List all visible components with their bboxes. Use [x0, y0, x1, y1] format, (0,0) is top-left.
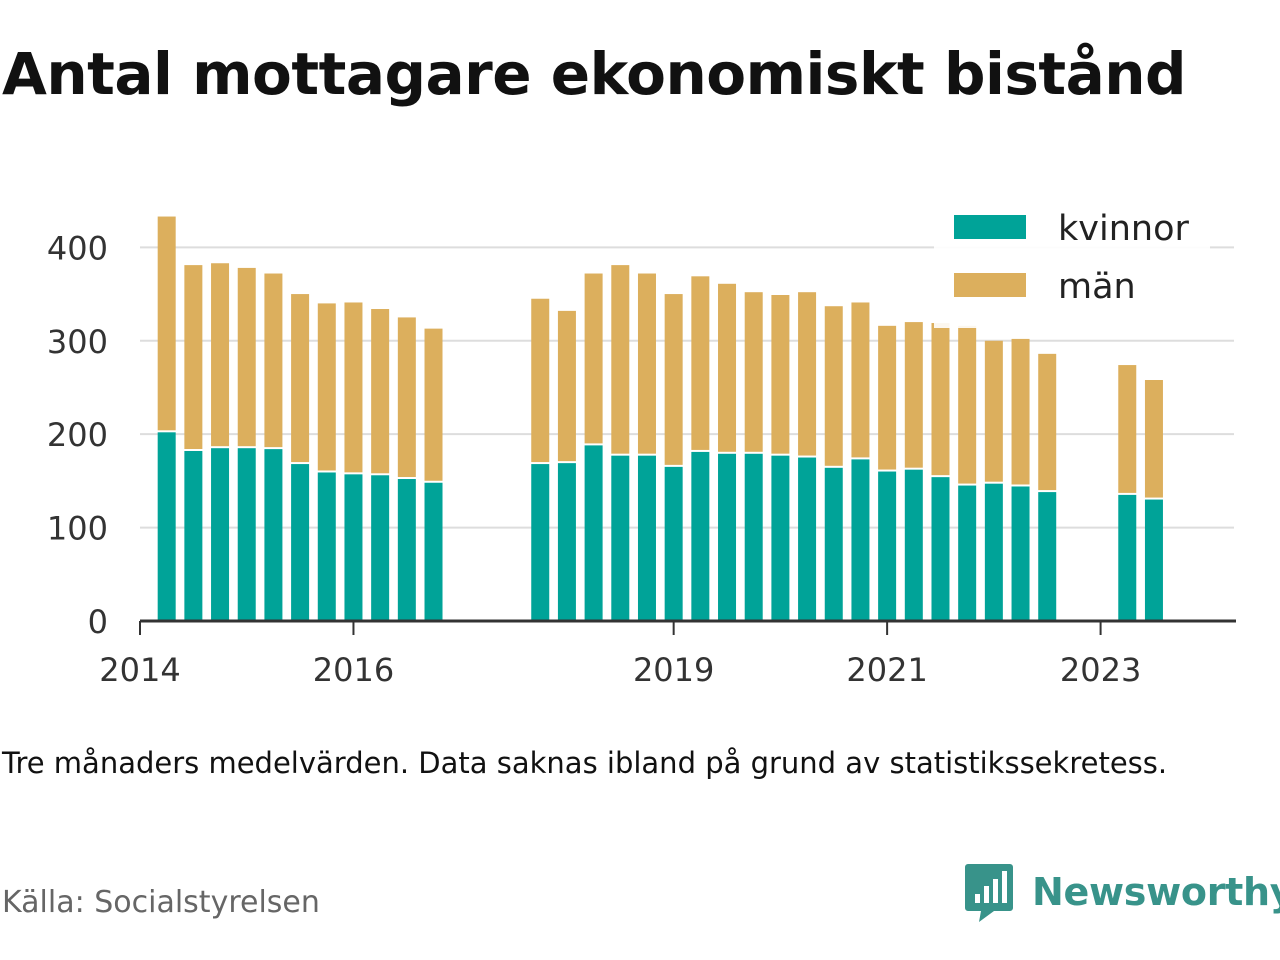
bar-kvinnor: [931, 477, 950, 621]
bar-man: [317, 303, 336, 471]
bar-kvinnor: [904, 469, 923, 621]
bar-man: [637, 273, 656, 454]
bar-kvinnor: [397, 479, 416, 621]
bar-kvinnor: [1118, 494, 1137, 621]
bar-man: [878, 325, 897, 470]
bar-man: [664, 294, 683, 465]
legend-swatch: [954, 215, 1026, 239]
bar-kvinnor: [157, 432, 176, 621]
bar-kvinnor: [317, 472, 336, 621]
axes: 0 100 200 300 400 2014 2016 2019 2021 2023: [47, 229, 1236, 689]
bar-man: [984, 340, 1003, 482]
bar-kvinnor: [424, 482, 443, 621]
bar-kvinnor: [1144, 499, 1163, 621]
bar-kvinnor: [584, 445, 603, 621]
bar-kvinnor: [744, 453, 763, 621]
bar-kvinnor: [958, 485, 977, 621]
bars: [157, 216, 1163, 621]
x-tick-label: 2014: [99, 651, 180, 689]
bar-man: [851, 302, 870, 458]
bar-man: [691, 276, 710, 450]
bar-man: [184, 265, 203, 449]
y-tick-label: 200: [47, 416, 108, 454]
bar-kvinnor: [824, 467, 843, 621]
chart-title: Antal mottagare ekonomiskt bistånd: [2, 40, 1187, 108]
legend-label: kvinnor: [1058, 209, 1189, 249]
y-tick-label: 400: [47, 229, 108, 267]
bar-man: [397, 317, 416, 478]
bar-kvinnor: [851, 459, 870, 621]
bar-kvinnor: [798, 457, 817, 621]
newsworthy-logo: Newsworthy: [964, 862, 1280, 922]
bar-man: [798, 292, 817, 456]
bar-chart: 0 100 200 300 400 2014 2016 2019 2021 2023 kvinno…: [47, 208, 1236, 689]
x-tick-label: 2016: [313, 651, 394, 689]
bar-man: [611, 265, 630, 454]
bar-man: [771, 295, 790, 454]
bar-kvinnor: [237, 448, 256, 621]
chart-note: Tre månaders medelvärden. Data saknas ib…: [2, 746, 1168, 780]
bar-kvinnor: [557, 463, 576, 621]
bar-kvinnor: [984, 483, 1003, 621]
bar-kvinnor: [718, 453, 737, 621]
x-tick-label: 2019: [633, 651, 714, 689]
bar-man: [237, 267, 256, 447]
bar-man: [557, 310, 576, 462]
bar-man: [371, 309, 390, 474]
bar-man: [157, 216, 176, 431]
bar-man: [291, 294, 310, 463]
source-text: Källa: Socialstyrelsen: [2, 885, 320, 920]
bar-man: [424, 328, 443, 481]
bar-man: [584, 273, 603, 444]
bar-kvinnor: [291, 464, 310, 621]
bar-man: [958, 325, 977, 484]
y-tick-label: 300: [47, 323, 108, 361]
bar-man: [824, 306, 843, 466]
bar-man: [718, 283, 737, 452]
bar-man: [744, 292, 763, 452]
legend-swatch: [954, 273, 1026, 297]
bar-kvinnor: [664, 466, 683, 621]
bar-man: [264, 273, 283, 448]
legend-label: män: [1058, 267, 1136, 307]
brand-name: Newsworthy: [1032, 870, 1280, 914]
bar-kvinnor: [611, 455, 630, 621]
y-tick-label: 100: [47, 510, 108, 548]
bar-kvinnor: [878, 471, 897, 621]
y-tick-label: 0: [88, 603, 108, 641]
bar-man: [211, 263, 230, 447]
bar-kvinnor: [184, 450, 203, 621]
x-tick-label: 2021: [846, 651, 927, 689]
bar-kvinnor: [1011, 486, 1030, 621]
bar-kvinnor: [211, 448, 230, 621]
bar-man: [1038, 353, 1057, 491]
bar-man: [1144, 380, 1163, 498]
bar-man: [1011, 338, 1030, 485]
bar-kvinnor: [771, 455, 790, 621]
bar-kvinnor: [691, 451, 710, 621]
bar-kvinnor: [371, 475, 390, 621]
bar-man: [531, 298, 550, 463]
bar-kvinnor: [264, 449, 283, 621]
x-tick-label: 2023: [1060, 651, 1141, 689]
legend: kvinnor män: [934, 208, 1210, 328]
bar-kvinnor: [531, 464, 550, 621]
bar-kvinnor: [1038, 492, 1057, 621]
bar-man: [344, 302, 363, 473]
bar-man: [931, 323, 950, 476]
bar-chart-speech-bubble-icon: [965, 864, 1013, 922]
bar-kvinnor: [344, 474, 363, 621]
bar-man: [1118, 365, 1137, 493]
bar-kvinnor: [637, 455, 656, 621]
bar-man: [904, 322, 923, 468]
